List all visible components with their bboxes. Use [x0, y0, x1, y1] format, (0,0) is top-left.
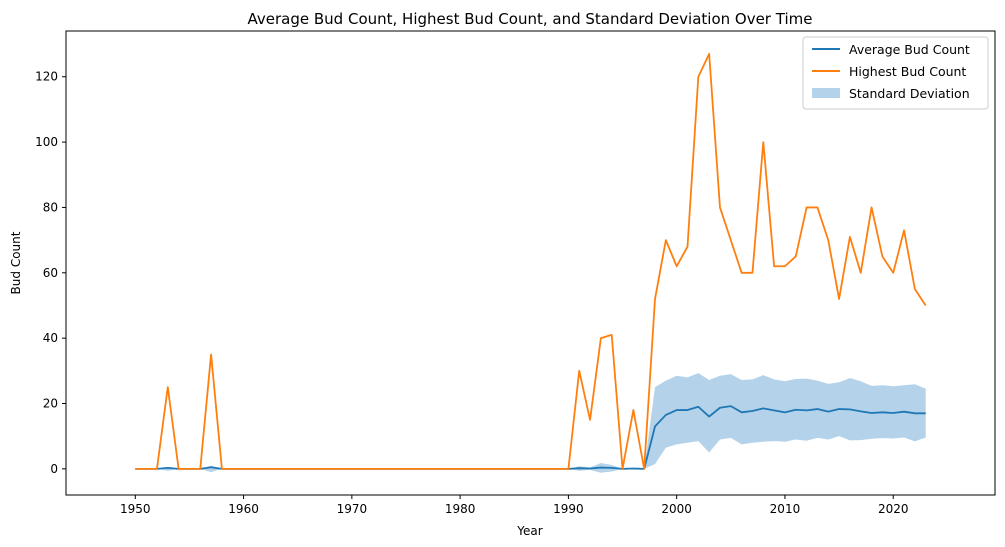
y-tick-label: 100 [35, 135, 58, 149]
chart-title: Average Bud Count, Highest Bud Count, an… [248, 10, 813, 28]
x-axis: 1950 1960 1970 1980 1990 2000 2010 2020 [120, 495, 908, 516]
y-tick-label: 0 [50, 462, 58, 476]
x-tick-label: 1950 [120, 502, 151, 516]
y-tick-label: 60 [43, 266, 58, 280]
x-tick-label: 1980 [445, 502, 476, 516]
x-tick-label: 1970 [337, 502, 368, 516]
x-tick-label: 1990 [553, 502, 584, 516]
plot-area [135, 52, 927, 473]
legend-swatch-std [812, 88, 840, 98]
plot-frame [65, 30, 996, 496]
x-tick-label: 1960 [228, 502, 259, 516]
y-tick-label: 20 [43, 397, 58, 411]
y-tick-label: 120 [35, 70, 58, 84]
legend-label-highest: Highest Bud Count [849, 64, 966, 79]
y-axis-label: Bud Count [9, 231, 23, 294]
legend-label-average: Average Bud Count [849, 42, 970, 57]
highest-bud-count-line [135, 52, 927, 470]
std-deviation-band [135, 373, 926, 473]
legend-label-std: Standard Deviation [849, 86, 970, 101]
x-tick-label: 2020 [878, 502, 909, 516]
legend-box [802, 36, 989, 110]
x-axis-label: Year [516, 524, 542, 538]
y-tick-label: 80 [43, 200, 58, 214]
x-tick-label: 2010 [770, 502, 801, 516]
y-axis: 0 20 40 60 80 100 120 [35, 70, 66, 476]
legend: Average Bud Count Highest Bud Count Stan… [802, 36, 989, 110]
x-tick-label: 2000 [661, 502, 692, 516]
y-tick-label: 40 [43, 331, 58, 345]
